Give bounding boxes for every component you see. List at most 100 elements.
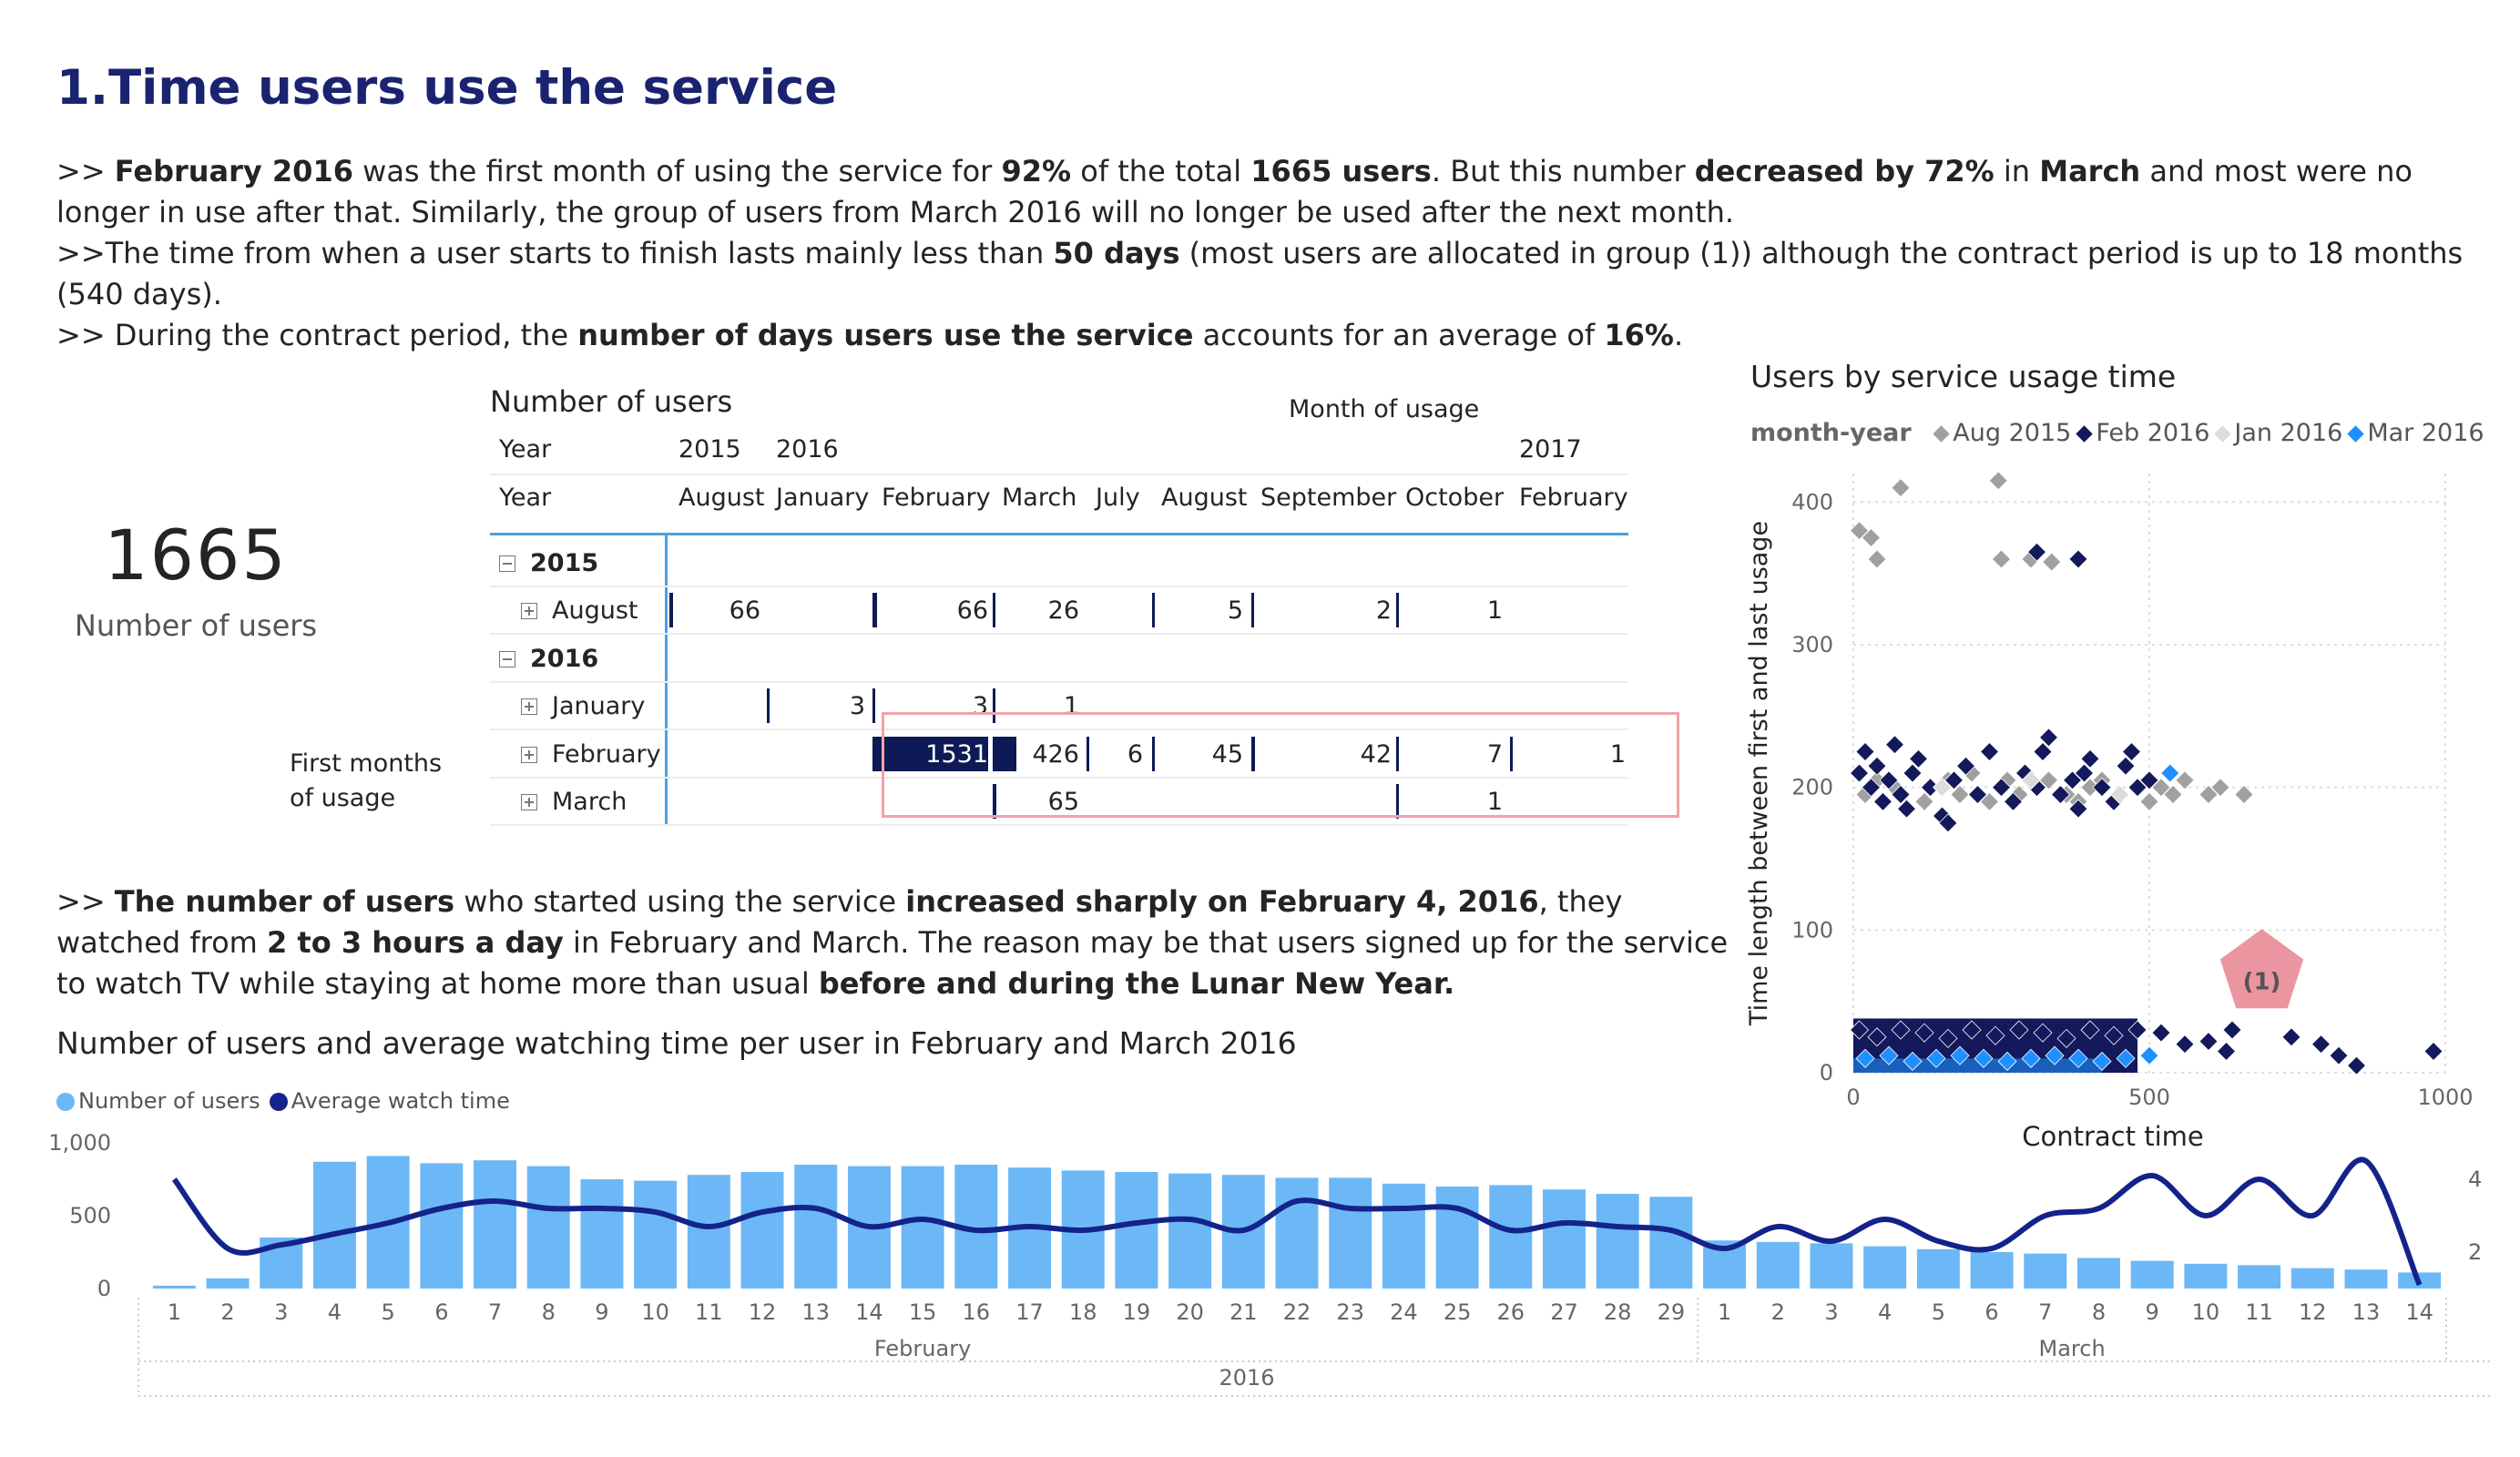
scatter-legend-title: month-year bbox=[1750, 419, 1912, 447]
combo-x-tick: 21 bbox=[1229, 1299, 1258, 1325]
matrix-value-cell: 7 bbox=[1486, 740, 1503, 769]
scatter-point bbox=[1926, 1048, 1946, 1068]
collapse-icon[interactable] bbox=[499, 651, 515, 667]
combo-x-tick: 7 bbox=[2038, 1299, 2052, 1325]
scatter-point bbox=[2139, 1045, 2159, 1065]
matrix-divider bbox=[490, 474, 1628, 475]
matrix-row-header[interactable]: February bbox=[521, 740, 661, 769]
matrix-data-bar bbox=[993, 688, 995, 723]
scatter-point bbox=[1950, 784, 1970, 805]
matrix-row-header[interactable]: August bbox=[521, 596, 638, 625]
matrix-data-bar bbox=[1087, 737, 1089, 771]
scatter-x-tick: 500 bbox=[2128, 1085, 2170, 1110]
matrix-data-bar bbox=[767, 688, 770, 723]
annotation-pentagon-icon bbox=[2219, 929, 2304, 1009]
matrix-value-cell: 1 bbox=[1609, 740, 1626, 769]
scatter-point bbox=[1849, 1020, 1870, 1040]
matrix-row-header[interactable]: January bbox=[521, 692, 645, 720]
expand-icon[interactable] bbox=[521, 698, 537, 715]
matrix-value-cell: 42 bbox=[1360, 740, 1392, 769]
scatter-legend-item[interactable]: Aug 2015 bbox=[1953, 419, 2072, 447]
combo-legend-item[interactable]: Average watch time bbox=[291, 1088, 510, 1114]
first-months-label: First months of usage bbox=[290, 749, 443, 812]
combo-x-tick: 3 bbox=[274, 1299, 288, 1325]
combo-x-tick: 18 bbox=[1069, 1299, 1097, 1325]
combo-x-tick: 20 bbox=[1176, 1299, 1204, 1325]
scatter-legend-item[interactable]: Mar 2016 bbox=[2367, 419, 2484, 447]
expand-icon[interactable] bbox=[521, 603, 537, 619]
matrix-value-cell: 2 bbox=[1375, 596, 1392, 625]
scatter-point bbox=[1896, 799, 1917, 819]
combo-bar bbox=[1543, 1189, 1586, 1289]
scatter-point bbox=[1914, 1023, 1934, 1043]
scatter-point bbox=[2127, 1020, 2148, 1040]
combo-x-tick: 8 bbox=[542, 1299, 556, 1325]
combo-bar bbox=[2024, 1253, 2067, 1289]
scatter-point bbox=[2068, 549, 2088, 569]
matrix-data-bar bbox=[1251, 593, 1254, 627]
scatter-y-tick: 100 bbox=[1791, 917, 1833, 942]
matrix-data-bar bbox=[1510, 737, 1513, 771]
scatter-legend-item[interactable]: Jan 2016 bbox=[2234, 419, 2343, 447]
matrix-value-cell: 1 bbox=[1486, 596, 1503, 625]
scatter-point bbox=[2151, 1023, 2171, 1043]
combo-bar bbox=[1489, 1185, 1533, 1289]
combo-x-tick: 3 bbox=[1824, 1299, 1838, 1325]
combo-legend-item[interactable]: Number of users bbox=[78, 1088, 260, 1114]
scatter-point bbox=[1891, 784, 1911, 805]
scatter-point bbox=[2175, 1034, 2195, 1055]
combo-year-label: 2016 bbox=[1219, 1365, 1274, 1391]
scatter-point bbox=[2033, 1023, 2053, 1043]
scatter-point bbox=[2038, 728, 2059, 748]
scatter-point bbox=[2139, 791, 2159, 811]
combo-x-tick: 28 bbox=[1604, 1299, 1632, 1325]
intro-paragraph: >>The time from when a user starts to fi… bbox=[56, 236, 2464, 311]
matrix-value-cell: 1 bbox=[1486, 788, 1503, 816]
combo-bar bbox=[740, 1172, 784, 1289]
combo-bar bbox=[580, 1179, 624, 1289]
scatter-point bbox=[2160, 763, 2180, 783]
matrix-value-cell: 6 bbox=[1127, 740, 1143, 769]
combo-x-tick: 13 bbox=[2352, 1299, 2381, 1325]
scatter-point bbox=[1849, 763, 1870, 783]
matrix-row-header[interactable]: 2015 bbox=[499, 549, 598, 577]
scatter-point bbox=[2216, 1041, 2237, 1062]
matrix-divider bbox=[490, 533, 1628, 535]
scatter-point bbox=[1903, 763, 1923, 783]
collapse-icon[interactable] bbox=[499, 555, 515, 572]
matrix-value-cell: 65 bbox=[1047, 788, 1079, 816]
expand-icon[interactable] bbox=[521, 794, 537, 810]
combo-x-tick: 16 bbox=[963, 1299, 991, 1325]
combo-x-tick: 19 bbox=[1123, 1299, 1151, 1325]
scatter-point bbox=[2080, 1020, 2100, 1040]
scatter-point bbox=[2222, 1020, 2242, 1040]
matrix-title: Number of users bbox=[490, 384, 733, 419]
scatter-point bbox=[2026, 542, 2047, 562]
matrix-row-header[interactable]: 2016 bbox=[499, 645, 598, 673]
matrix-data-bar bbox=[1251, 737, 1256, 771]
combo-bar bbox=[1596, 1194, 1639, 1289]
scatter-chart[interactable]: 0 100 200 300 400 0 500 1000 Contract time Time l… bbox=[1740, 455, 2495, 1156]
matrix-data-bar bbox=[993, 737, 1017, 771]
combo-x-tick: 2 bbox=[220, 1299, 234, 1325]
combo-bar bbox=[2290, 1268, 2334, 1289]
expand-icon[interactable] bbox=[521, 747, 537, 763]
combo-x-tick: 14 bbox=[855, 1299, 883, 1325]
scatter-point bbox=[1891, 478, 1911, 498]
matrix-row-line bbox=[490, 586, 1628, 587]
scatter-point bbox=[1985, 1025, 2005, 1045]
scatter-point bbox=[2163, 784, 2183, 805]
matrix-column-header: August bbox=[1161, 484, 1248, 512]
matrix-row-header[interactable]: March bbox=[521, 788, 627, 816]
scatter-point bbox=[1908, 749, 1929, 769]
combo-bar bbox=[474, 1160, 517, 1289]
matrix-data-bar bbox=[1396, 784, 1399, 819]
combo-bar bbox=[794, 1165, 838, 1289]
scatter-point bbox=[2080, 749, 2100, 769]
matrix-row-line bbox=[490, 777, 1628, 779]
matrix-column-year: 2016 bbox=[776, 435, 839, 464]
matrix-value-cell: 26 bbox=[1047, 596, 1079, 625]
matrix-header-year: Year bbox=[499, 435, 552, 464]
scatter-legend-item[interactable]: Feb 2016 bbox=[2096, 419, 2210, 447]
